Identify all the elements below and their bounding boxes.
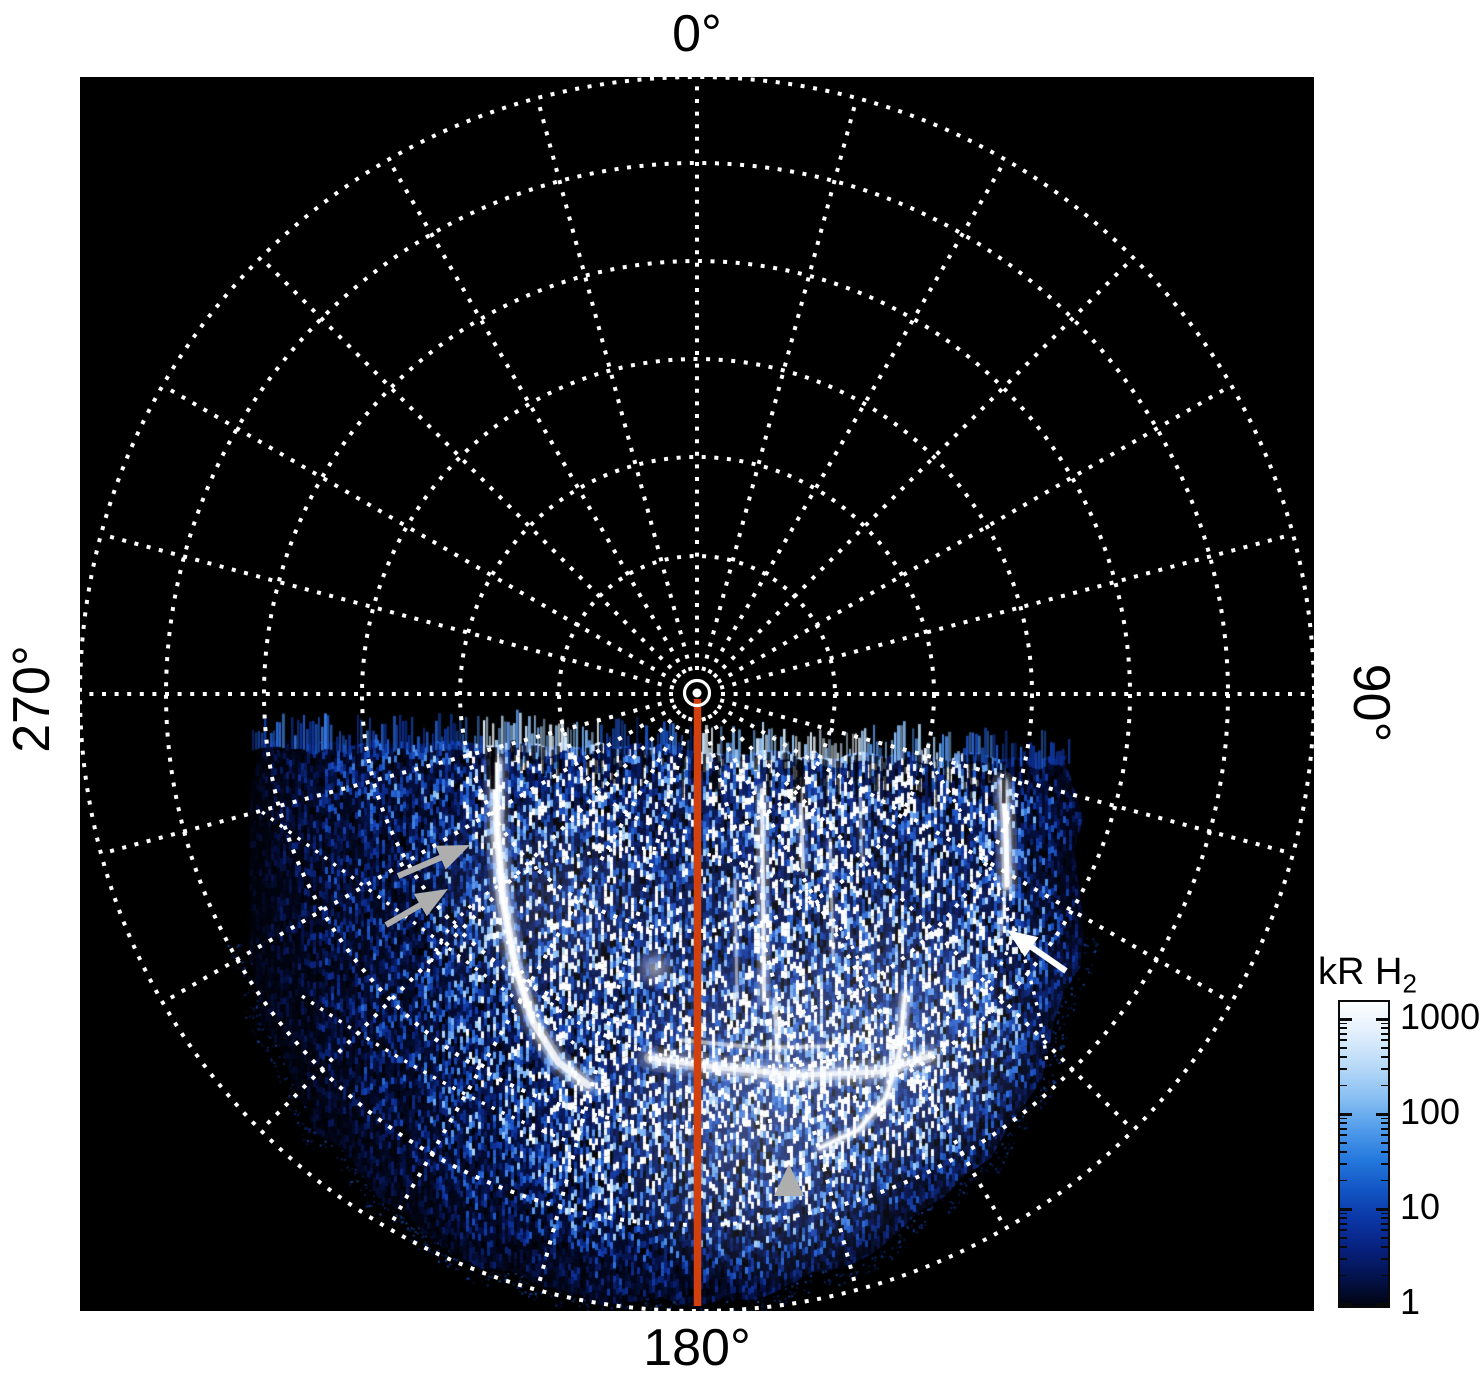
colorbar-minor-tick (1340, 1039, 1347, 1042)
aurora-emission-map (80, 77, 1314, 1311)
colorbar-tick-label: 100 (1400, 1091, 1461, 1132)
colorbar-minor-tick (1381, 1162, 1388, 1165)
colorbar-minor-tick (1381, 1246, 1388, 1248)
colorbar-minor-tick (1340, 1056, 1347, 1058)
colorbar-minor-tick (1381, 1039, 1388, 1042)
colorbar-minor-tick (1340, 1027, 1347, 1030)
colorbar-title-subscript: 2 (1402, 968, 1417, 999)
colorbar-minor-tick (1340, 1067, 1347, 1070)
colorbar-minor-tick (1381, 1067, 1388, 1070)
colorbar-minor-tick (1381, 1274, 1388, 1277)
colorbar-minor-tick (1340, 1141, 1347, 1144)
colorbar-major-tick (1376, 1018, 1388, 1021)
colorbar-minor-tick (1381, 1032, 1388, 1035)
colorbar-minor-tick (1340, 1117, 1347, 1120)
polar-plot-area (80, 77, 1314, 1311)
colorbar-title: kR H2 (1318, 951, 1417, 999)
colorbar-minor-tick (1381, 1127, 1388, 1130)
angle-label-90: 90° (1342, 663, 1400, 743)
colorbar-minor-tick (1381, 1222, 1388, 1225)
colorbar-minor-tick (1381, 1212, 1388, 1215)
angle-label-270: 270° (3, 645, 61, 753)
colorbar-major-tick (1340, 1208, 1352, 1211)
colorbar-minor-tick (1381, 1179, 1388, 1182)
colorbar-minor-tick (1381, 1141, 1388, 1144)
colorbar-minor-tick (1340, 1134, 1347, 1137)
colorbar-minor-tick (1340, 1236, 1347, 1239)
colorbar-minor-tick (1340, 1257, 1347, 1260)
colorbar-minor-tick (1340, 1229, 1347, 1232)
colorbar-minor-tick (1340, 1274, 1347, 1277)
colorbar-minor-tick (1340, 1162, 1347, 1165)
angle-label-180: 180° (643, 1319, 751, 1377)
colorbar-major-tick (1376, 1208, 1388, 1211)
colorbar-minor-tick (1340, 1084, 1347, 1087)
colorbar-tick-label: 1 (1400, 1281, 1421, 1322)
colorbar-minor-tick (1340, 1022, 1347, 1025)
colorbar-minor-tick (1340, 1151, 1347, 1153)
angle-label-0: 0° (672, 5, 722, 63)
colorbar-minor-tick (1381, 1236, 1388, 1239)
colorbar-major-tick (1340, 1113, 1352, 1116)
colorbar-minor-tick (1381, 1022, 1388, 1025)
colorbar-tick-label: 1000 (1400, 996, 1481, 1037)
colorbar-major-tick (1340, 1018, 1352, 1021)
colorbar-minor-tick (1381, 1056, 1388, 1058)
colorbar-minor-tick (1381, 1217, 1388, 1220)
colorbar-major-tick (1340, 1303, 1352, 1306)
colorbar-minor-tick (1381, 1117, 1388, 1120)
colorbar-major-tick (1376, 1113, 1388, 1116)
colorbar-minor-tick (1340, 1032, 1347, 1035)
colorbar-minor-tick (1340, 1127, 1347, 1130)
colorbar-minor-tick (1340, 1179, 1347, 1182)
colorbar-minor-tick (1381, 1084, 1388, 1087)
colorbar-tick-label: 10 (1400, 1186, 1441, 1227)
colorbar-minor-tick (1340, 1122, 1347, 1125)
colorbar-major-tick (1376, 1303, 1388, 1306)
colorbar-minor-tick (1381, 1257, 1388, 1260)
colorbar-minor-tick (1340, 1222, 1347, 1225)
colorbar-minor-tick (1381, 1122, 1388, 1125)
colorbar-minor-tick (1340, 1246, 1347, 1248)
colorbar-minor-tick (1381, 1151, 1388, 1153)
colorbar-minor-tick (1381, 1027, 1388, 1030)
colorbar-minor-tick (1340, 1212, 1347, 1215)
colorbar-minor-tick (1381, 1229, 1388, 1232)
colorbar-minor-tick (1381, 1046, 1388, 1049)
colorbar-minor-tick (1340, 1217, 1347, 1220)
colorbar-minor-tick (1381, 1134, 1388, 1137)
colorbar-minor-tick (1340, 1046, 1347, 1049)
colorbar-gradient (1338, 1000, 1390, 1308)
